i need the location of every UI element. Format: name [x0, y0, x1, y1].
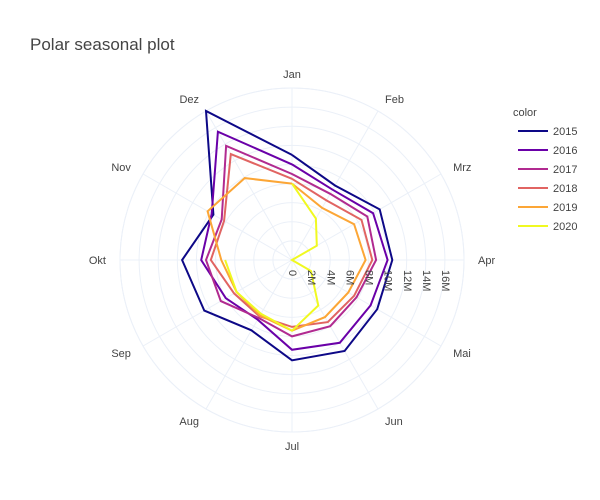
angular-tick-label: Feb	[385, 94, 404, 106]
legend-title: color	[513, 107, 537, 119]
series-line-2017	[204, 144, 378, 338]
angular-tick-label: Mrz	[453, 162, 471, 174]
angular-tick-label: Okt	[89, 255, 106, 267]
grid-spoke	[291, 259, 379, 410]
legend-entry: 2018	[553, 183, 577, 195]
radial-tick-label: 12M	[401, 270, 413, 291]
legend-entry: 2019	[553, 202, 577, 214]
grid-spoke	[291, 259, 442, 347]
legend-entry: 2016	[553, 145, 577, 157]
grid-spoke	[142, 173, 293, 261]
radial-tick-label: 10M	[382, 270, 394, 291]
angular-tick-label: Apr	[478, 255, 495, 267]
radial-tick-label: 4M	[324, 270, 336, 285]
angular-tick-label: Nov	[111, 162, 131, 174]
legend-entry: 2017	[553, 164, 577, 176]
grid-outer-circle	[119, 87, 465, 433]
angular-tick-label: Aug	[179, 416, 199, 428]
radial-tick-label: 8M	[362, 270, 374, 285]
radial-tick-label: 6M	[343, 270, 355, 285]
angular-tick-label: Dez	[179, 94, 199, 106]
legend: color 2015 2016 2017 2018 2019 2020	[513, 107, 577, 233]
series-lines	[180, 109, 394, 362]
radial-tick-label: 14M	[420, 270, 432, 291]
radial-tick-label: 16M	[439, 270, 451, 291]
series-line-2016	[200, 130, 389, 351]
series-line-2020	[224, 183, 320, 332]
legend-entry: 2015	[553, 126, 577, 138]
angular-labels: Jan Feb Mrz Apr Mai Jun Jul Aug Sep Okt Nov Dez	[89, 69, 496, 453]
grid-spoke	[142, 259, 293, 347]
angular-tick-label: Sep	[111, 348, 131, 360]
radial-ticks: 0 2M 4M 6M 8M 10M 12M 14M 16M	[286, 270, 451, 291]
radial-tick-label: 0	[286, 270, 298, 276]
legend-entry: 2020	[553, 221, 577, 233]
series-line-2015	[180, 109, 394, 362]
series-line-2018	[209, 152, 374, 328]
grid-spoke	[205, 259, 293, 410]
angular-tick-label: Jun	[385, 416, 403, 428]
angular-tick-label: Mai	[453, 348, 471, 360]
radial-tick-label: 2M	[305, 270, 317, 285]
chart-title: Polar seasonal plot	[30, 35, 175, 54]
angular-tick-label: Jan	[283, 69, 301, 81]
angular-tick-label: Jul	[285, 441, 299, 453]
grid-spoke	[205, 110, 293, 261]
